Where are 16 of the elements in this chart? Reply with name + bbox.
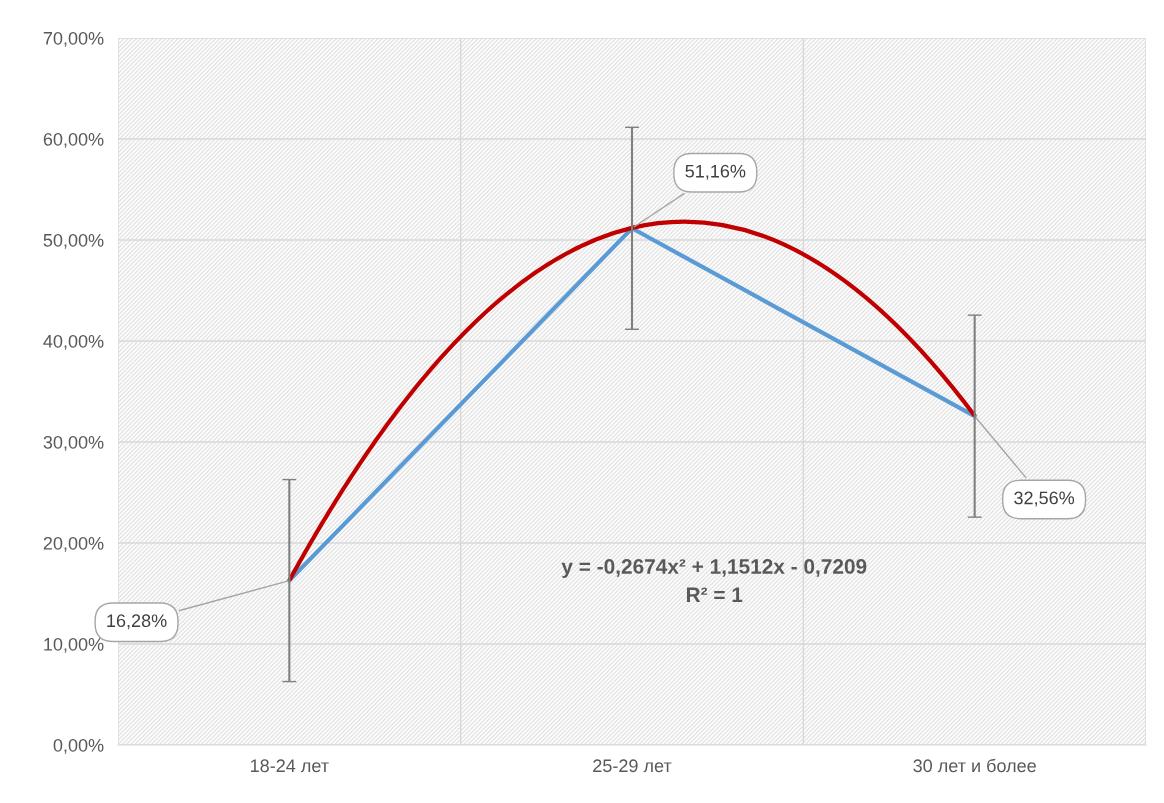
y-tick-label: 60,00% [43, 132, 104, 148]
data-label: 32,56% [1014, 491, 1075, 507]
y-tick-label: 30,00% [43, 435, 104, 451]
data-label: 16,28% [107, 614, 167, 630]
y-tick-label: 10,00% [44, 637, 104, 653]
data-label: 51,16% [685, 164, 746, 180]
y-tick-label: 70,00% [43, 31, 104, 47]
annotation: y = -0,2674x² + 1,1512x - 0,7209 [561, 559, 867, 578]
y-tick-label: 40,00% [43, 334, 104, 350]
x-tick-label: 25-29 лет [593, 759, 672, 773]
y-tick-label: 0,00% [53, 738, 104, 754]
y-tick-label: 20,00% [43, 536, 104, 552]
x-tick-label: 18-24 лет [251, 759, 329, 773]
annotation: R² = 1 [686, 587, 743, 602]
x-tick-label: 30 лет и более [913, 758, 1036, 773]
y-tick-label: 50,00% [43, 233, 104, 249]
